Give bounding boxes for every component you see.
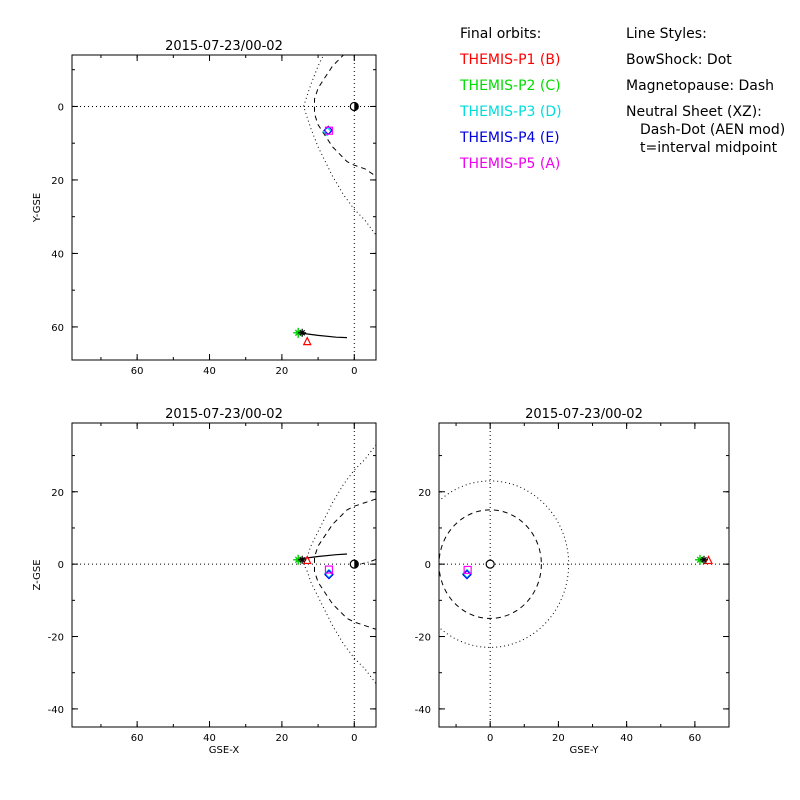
- plot-title: 2015-07-23/00-02: [525, 407, 643, 422]
- line-style-dash-dot: Dash-Dot (AEN mod): [640, 122, 786, 138]
- magnetopause-circle: [439, 509, 542, 619]
- y-tick-label: 20: [51, 488, 64, 499]
- earth-marker: [485, 559, 495, 569]
- x-tick-label: 60: [131, 366, 144, 377]
- orbit-end-star: [298, 555, 307, 564]
- x-axis-label: GSE-Y: [570, 745, 600, 756]
- y-tick-label: 40: [51, 249, 64, 260]
- x-tick-label: 20: [552, 733, 565, 744]
- orbit-end-star: [700, 555, 708, 564]
- earth-night-side: [354, 102, 359, 111]
- plot-frame: [71, 54, 377, 361]
- plot-title: 2015-07-23/00-02: [165, 39, 283, 54]
- x-tick-label: 60: [689, 733, 702, 744]
- bowshock-curve: [303, 55, 376, 236]
- neutral-sheet-curve: [361, 558, 376, 565]
- legend-probe-p5: THEMIS-P5 (A): [460, 156, 561, 172]
- themis-p3-marker: [324, 568, 334, 579]
- earth-night-side: [354, 560, 359, 569]
- themis-p5-marker: [324, 565, 334, 574]
- orbit-track: [296, 553, 348, 561]
- y-tick-label: -40: [415, 705, 431, 716]
- x-tick-label: 0: [487, 733, 493, 744]
- themis-p5-marker: [324, 126, 334, 135]
- line-style-neutral-sheet: Neutral Sheet (XZ):: [626, 104, 762, 120]
- legend-probe-p2: THEMIS-P2 (C): [460, 78, 561, 94]
- y-axis-label: Z-GSE: [32, 559, 43, 590]
- star-stroke: [701, 556, 707, 563]
- x-tick-label: 40: [203, 733, 216, 744]
- final-orbits-title: Final orbits:: [460, 26, 542, 42]
- panel-xy: 2015-07-23/00-02 60 40 20 0 0 20 40 60 Y-GSE: [32, 39, 377, 377]
- plot-area: [439, 423, 729, 727]
- plot-title: 2015-07-23/00-02: [165, 407, 283, 422]
- x-tick-label: 40: [203, 366, 216, 377]
- plot-area: [72, 423, 376, 727]
- panel-xz: 2015-07-23/00-02 60 40 20 0 -40 -20 0 20 GSE-X Z-G…: [32, 407, 377, 756]
- legend-probe-p4: THEMIS-P4 (E): [460, 130, 560, 146]
- star-stroke: [299, 556, 306, 563]
- themis-p5-marker: [463, 565, 472, 575]
- plot-area: [72, 55, 376, 360]
- line-styles-title: Line Styles:: [626, 26, 707, 42]
- star-stroke: [299, 329, 306, 336]
- plot-frame: [71, 422, 377, 728]
- y-tick-label: 0: [425, 560, 431, 571]
- bowshock-circle: [439, 480, 570, 648]
- themis-p1-marker: [302, 336, 312, 346]
- y-tick-label: 20: [418, 488, 431, 499]
- orbit-end-star: [298, 328, 307, 337]
- x-tick-label: 20: [276, 733, 289, 744]
- line-style-bowshock: BowShock: Dot: [626, 52, 732, 68]
- x-axis-label: GSE-X: [209, 745, 240, 756]
- line-styles-legend: Line Styles: BowShock: Dot Magnetopause:…: [626, 21, 785, 157]
- y-tick-label: -40: [48, 705, 64, 716]
- y-tick-label: 60: [51, 323, 64, 334]
- y-tick-label: 20: [51, 176, 64, 187]
- final-orbits-legend: Final orbits: THEMIS-P1 (B) THEMIS-P2 (C…: [460, 21, 562, 177]
- x-tick-label: 0: [351, 366, 357, 377]
- bowshock-curve: [303, 444, 376, 684]
- magnetopause-curve: [314, 55, 376, 177]
- x-tick-label: 60: [131, 733, 144, 744]
- y-tick-label: 0: [58, 560, 64, 571]
- x-tick-label: 20: [276, 366, 289, 377]
- line-style-magnetopause: Magnetopause: Dash: [626, 78, 775, 94]
- x-tick-label: 40: [620, 733, 633, 744]
- legend-probe-p3: THEMIS-P3 (D): [460, 104, 562, 120]
- y-tick-label: -20: [415, 633, 431, 644]
- y-axis-label: Y-GSE: [32, 193, 43, 223]
- legend-probe-p1: THEMIS-P1 (B): [460, 52, 561, 68]
- magnetopause-curve: [314, 498, 376, 630]
- line-style-midpoint: t=interval midpoint: [640, 140, 778, 156]
- panel-yz: 2015-07-23/00-02 0 20 40 60 -40 -20 0 20 GSE-Y: [415, 407, 730, 756]
- plot-frame: [438, 422, 730, 728]
- y-tick-label: 0: [58, 102, 64, 113]
- x-tick-label: 0: [351, 733, 357, 744]
- y-tick-label: -20: [48, 633, 64, 644]
